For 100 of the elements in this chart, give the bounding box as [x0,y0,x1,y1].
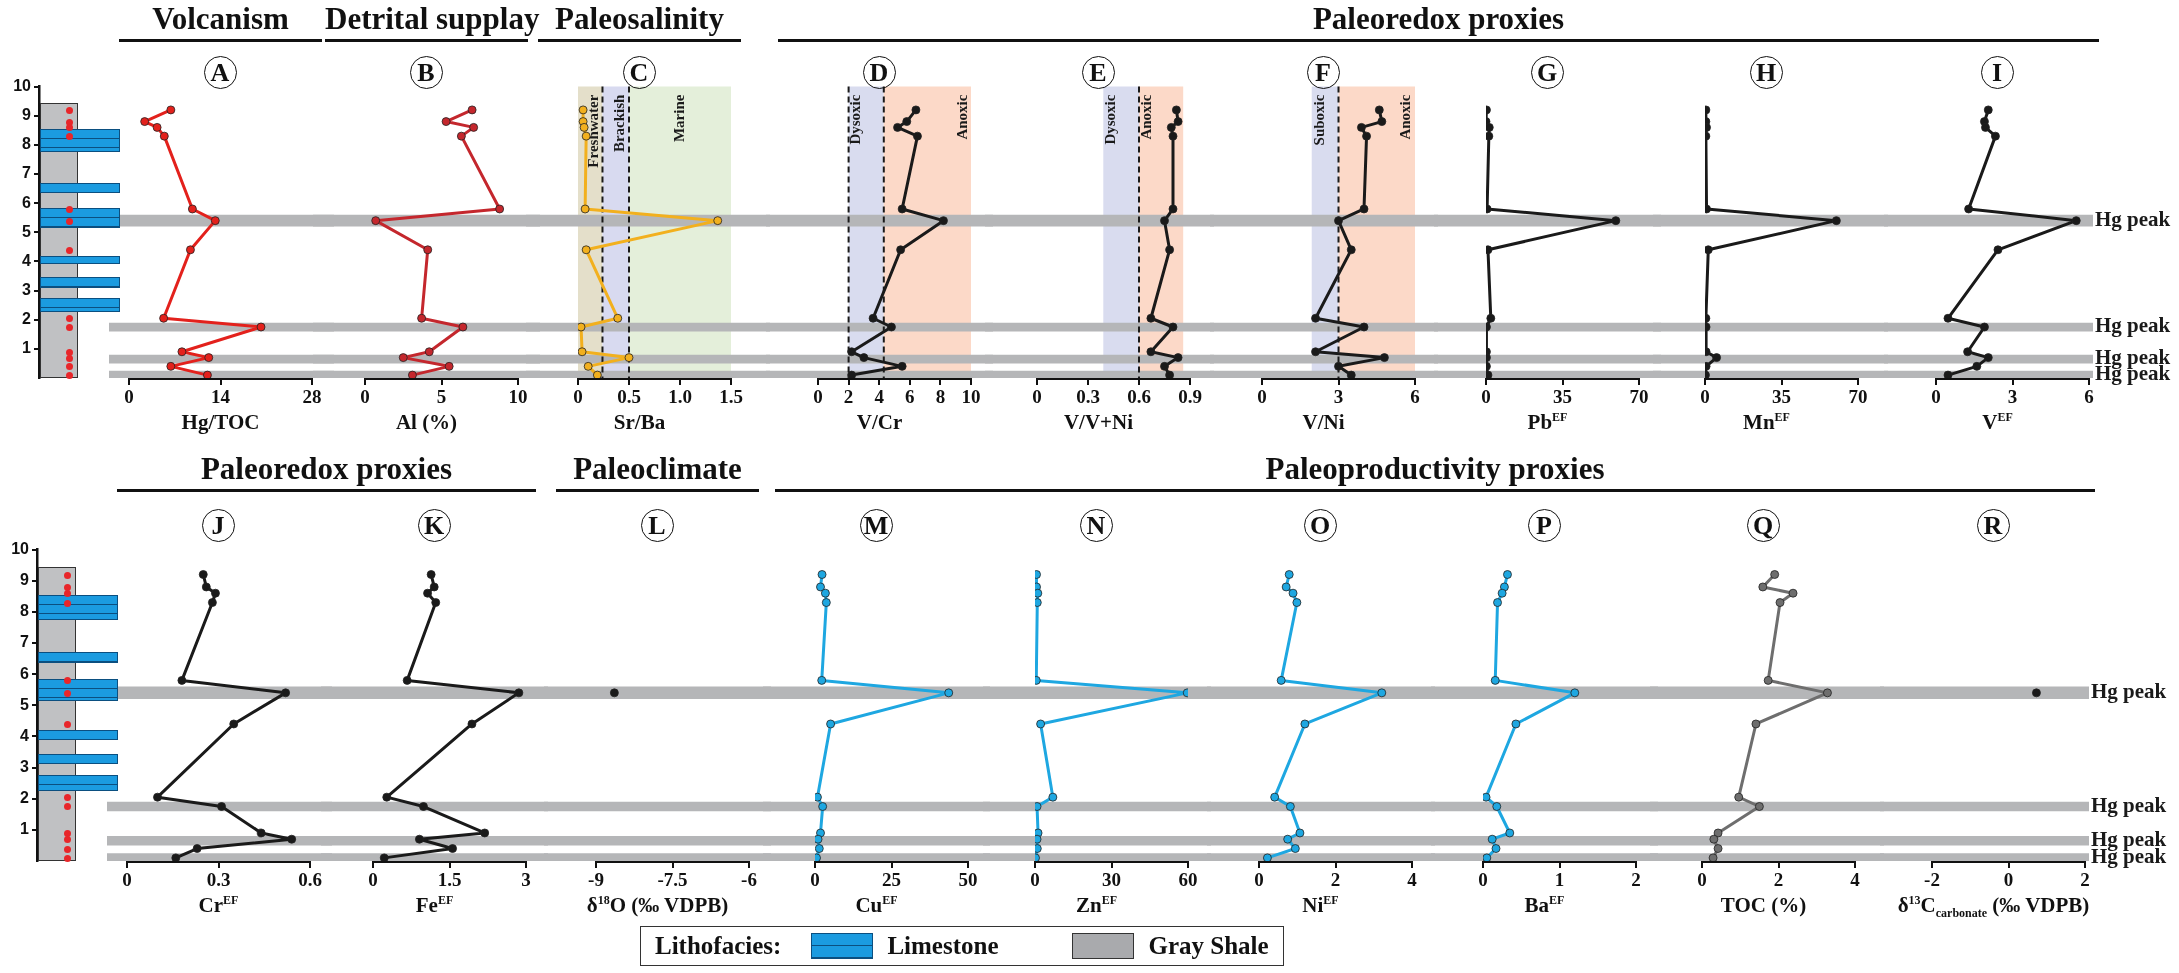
point [817,570,827,579]
point [1713,844,1723,853]
point [579,123,589,132]
band-label: Hg peak [2095,207,2171,232]
x-tick-label: 70 [1848,386,1868,408]
x-axis-title: Zn$^{EF}$ [1075,893,1118,918]
x-axis-title: V$^{EF}$ [1981,410,2014,435]
x-tick-label: 0.3 [1076,386,1100,408]
point [1483,792,1491,802]
point [847,370,857,378]
band-label: Hg peak [2091,679,2167,704]
point [1334,361,1343,371]
point [1168,322,1178,332]
point [419,802,428,811]
x-tick-label: 0 [813,386,823,408]
point [1511,719,1521,729]
x-axis-title: Fe$^{EF}$ [414,893,455,918]
x-tick-label: 3 [1333,386,1344,408]
point [188,204,197,214]
y-tick-label: 3 [20,757,30,775]
x-tick-label: 60 [1178,869,1198,891]
point [203,370,212,378]
chart-subtitle: Detrital supplay [325,1,540,38]
band-label: Marine [670,94,687,143]
x-tick-label: 0 [122,869,132,891]
point [166,361,176,371]
x-tick-label: 10 [961,386,981,408]
x-axis-title: δ$^{18}$O (‰ VDPB) [585,893,730,918]
point [1284,570,1294,579]
point [495,204,505,214]
x-tick-label: 3 [521,869,531,891]
y-tick-label: 10 [13,77,32,95]
x-tick-label: 3 [2007,386,2018,408]
point [939,216,948,226]
point [379,853,389,861]
x-tick-label: 2 [1631,869,1641,891]
point [1295,828,1305,838]
point [578,105,588,115]
point [1377,688,1387,698]
x-tick-label: 30 [1102,869,1121,891]
point [578,322,586,332]
point [1972,361,1982,371]
chart-title: E [1081,56,1115,89]
chart-title: I [1980,56,2014,89]
point [1334,216,1343,226]
point [1497,588,1507,598]
point [211,588,220,598]
y-tick-label: 7 [20,633,30,651]
chart-title: J [201,509,235,542]
point [817,675,827,685]
chart-subtitle: Paleoclimate [556,451,759,492]
y-tick-label: 4 [22,251,32,269]
chart-title: G [1530,56,1564,89]
point [1983,105,1993,115]
point [1487,834,1497,844]
x-tick-label: 1.5 [719,386,743,408]
x-axis-title: Sr/Ba [612,410,667,435]
point [1943,313,1953,323]
point [1493,598,1502,607]
point [256,828,266,838]
point [1708,853,1718,861]
point [1263,853,1272,861]
point [208,598,217,607]
x-tick-label: 0 [1032,386,1042,408]
band-label: Anoxic [1137,94,1154,140]
point [1734,792,1744,802]
x-axis-title: Cr$^{EF}$ [197,893,240,918]
point [448,844,457,853]
point [371,216,381,226]
x-tick-label: 5 [436,386,447,408]
band-label: Suboxic [1310,94,1327,146]
point [1483,853,1492,861]
point [713,216,723,226]
x-tick-label: 0 [1478,869,1488,891]
point [1160,361,1169,371]
x-tick-label: 28 [302,386,322,408]
point [1270,792,1280,802]
point [1377,117,1387,126]
x-tick-label: 4 [874,386,885,408]
x-tick-label: 0 [1931,386,1941,408]
text: Lithofacies: [655,932,782,960]
x-tick-label: 2 [1330,869,1341,891]
y-tick-label: 1 [20,820,30,838]
x-axis-title: Cu$^{EF}$ [854,893,899,918]
x-axis-title: V/V+Ni [1062,410,1135,435]
x-tick-label: 0 [1697,869,1707,891]
point [1359,322,1369,332]
chart-title: K [417,509,451,542]
y-tick-label: 10 [11,540,30,558]
point [201,582,211,592]
point [1292,598,1302,607]
point [287,834,297,844]
point [1346,370,1356,378]
point [424,347,434,357]
point [1763,675,1773,685]
x-tick-label: 0 [573,386,583,408]
point [1775,598,1785,607]
chart-title: N [1079,509,1113,542]
chart-title: L [640,509,674,542]
point [859,353,869,362]
